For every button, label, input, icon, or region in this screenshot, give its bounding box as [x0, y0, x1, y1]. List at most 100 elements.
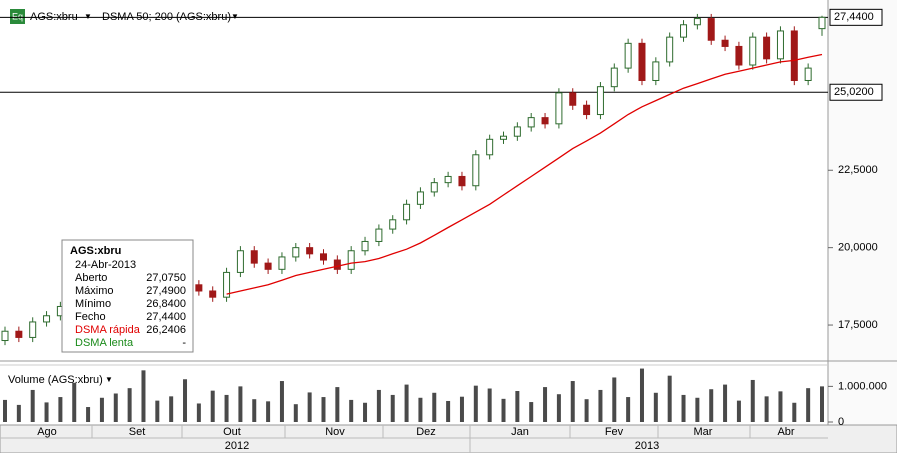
volume-bar [681, 394, 686, 422]
candle-body [693, 18, 701, 26]
year-label: 2012 [225, 440, 249, 452]
candle-body [15, 330, 23, 338]
candle-body [486, 138, 494, 156]
volume-bar [113, 393, 118, 422]
volume-bar [418, 397, 423, 422]
candle-body [583, 104, 591, 116]
volume-bar [639, 368, 644, 422]
volume-bar [778, 391, 783, 422]
candle-body [458, 175, 466, 187]
candle-body [333, 259, 341, 270]
candle-body [749, 36, 757, 66]
volume-bar [529, 402, 534, 422]
volume-bar [86, 407, 91, 422]
candle-body [569, 92, 577, 106]
y-tick-label: 22,5000 [838, 164, 878, 176]
candle-body [223, 271, 231, 298]
volume-bar [459, 396, 464, 422]
volume-bar [183, 379, 188, 422]
candle-body [638, 42, 646, 81]
icon[interactable] [10, 9, 25, 24]
tooltip-label: DSMA rápida [75, 324, 141, 336]
tooltip-value: - [182, 337, 186, 349]
month-label: Abr [777, 426, 794, 438]
y-tick-label: 20,0000 [838, 242, 878, 254]
candle-body [444, 175, 452, 184]
candle-body [306, 247, 314, 255]
sma-line [226, 53, 823, 295]
candle-body [416, 191, 424, 205]
candle-body [776, 30, 784, 60]
tooltip-label: DSMA lenta [75, 337, 134, 349]
volume-bar [279, 381, 284, 422]
candle-body [195, 284, 203, 292]
candle-body [555, 92, 563, 125]
candle-body [652, 61, 660, 81]
year-label: 2013 [635, 440, 659, 452]
candle-body [707, 18, 715, 41]
volume-bar [252, 399, 257, 422]
volume-bar [349, 399, 354, 422]
volume-bar [750, 379, 755, 422]
dropdown-arrow[interactable]: ▼ [231, 12, 239, 21]
volume-bar [307, 392, 312, 422]
candle-body [389, 219, 397, 230]
candle-body [818, 16, 826, 30]
candle-body [250, 250, 258, 264]
volume-bar [196, 403, 201, 422]
volume-bar [556, 394, 561, 422]
tooltip-value: 27,4900 [146, 285, 186, 297]
volume-bar [446, 400, 451, 422]
volume-bar [238, 386, 243, 422]
candle-body [472, 154, 480, 187]
price-axis-bg [828, 0, 897, 425]
volume-bar [806, 388, 811, 422]
volume-bar [612, 377, 617, 422]
candle-body [430, 182, 438, 193]
y-tick-label: 17,5000 [838, 319, 878, 331]
tooltip-value: 27,0750 [146, 272, 186, 284]
volume-bar [390, 394, 395, 422]
volume-bar [626, 397, 631, 422]
icon-label: Eq [12, 11, 23, 21]
candle-body [610, 67, 618, 88]
volume-bar [764, 396, 769, 422]
volume-bar [321, 397, 326, 422]
volume-title: Volume (AGS:xbru) [8, 374, 103, 386]
month-label: Fev [605, 426, 624, 438]
candle-body [513, 126, 521, 137]
candle-body [804, 67, 812, 81]
candle-body [29, 321, 37, 338]
volume-bar [736, 400, 741, 422]
dropdown-arrow[interactable]: ▼ [105, 375, 113, 384]
volume-bar [72, 382, 77, 422]
dropdown-arrow[interactable]: ▼ [84, 12, 92, 21]
candle-body [624, 42, 632, 69]
tooltip-box [61, 239, 194, 353]
volume-bar [266, 401, 271, 422]
candle-body [264, 262, 272, 270]
candle-body [596, 86, 604, 116]
volume-bar [653, 392, 658, 422]
volume-bar [30, 389, 35, 422]
price-label-box [829, 83, 883, 101]
candle-body [347, 250, 355, 270]
volume-bar [695, 397, 700, 422]
volume-bar [473, 385, 478, 422]
volume-bar [709, 389, 714, 422]
tooltip-label: Fecho [75, 311, 106, 323]
volume-bar [99, 397, 104, 422]
tooltip-label: Aberto [75, 272, 107, 284]
volume-bar [487, 388, 492, 422]
candle-body [500, 135, 508, 140]
time-axis [0, 424, 897, 453]
volume-bar [363, 402, 368, 422]
candle-body [763, 36, 771, 60]
volume-bar [515, 391, 520, 422]
volume-bar [224, 394, 229, 422]
volume-bar [598, 389, 603, 422]
candle-body [209, 290, 217, 298]
volume-bar [584, 399, 589, 422]
month-label: Ago [37, 426, 57, 438]
